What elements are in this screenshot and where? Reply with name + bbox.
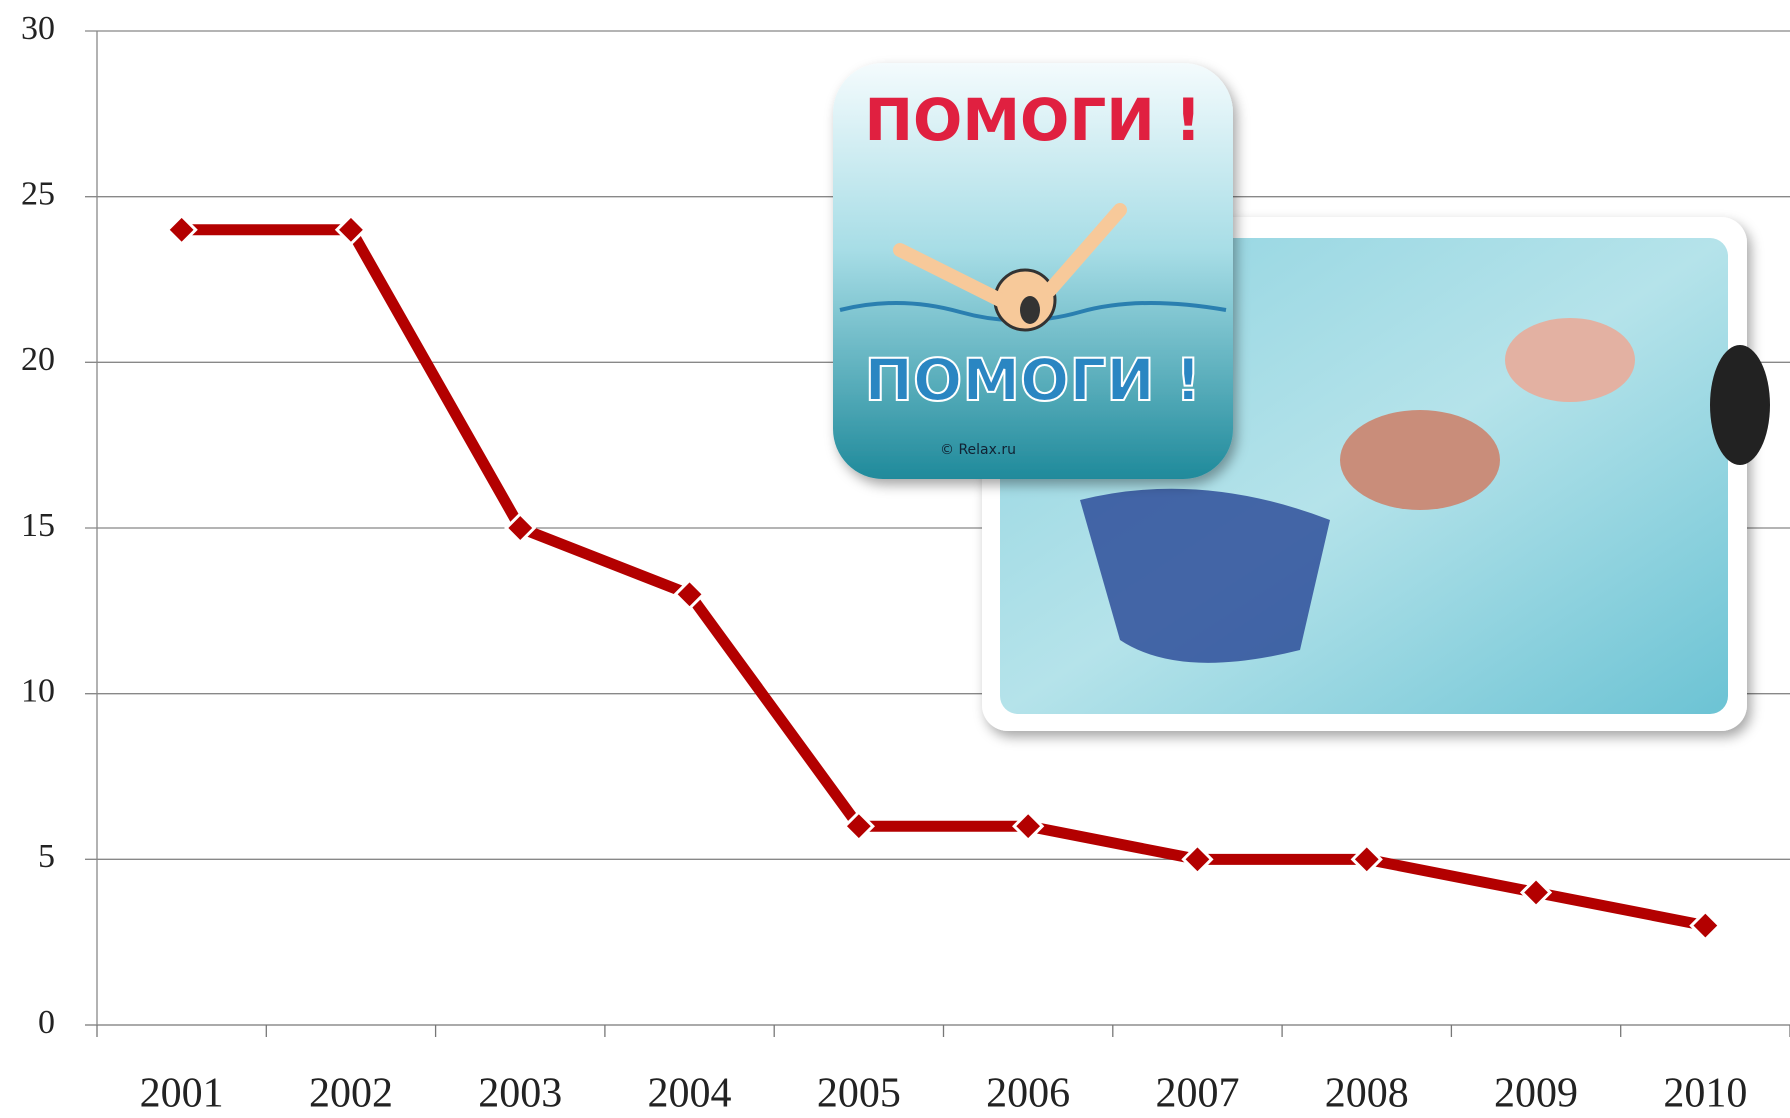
cartoon-mouth (1020, 296, 1040, 324)
cartoon-caption: ПОМОГИ ! (864, 346, 1201, 414)
marker (1350, 843, 1383, 876)
x-tick-label: 2003 (478, 1071, 562, 1117)
y-tick-label: 25 (21, 175, 55, 212)
marker (1181, 843, 1214, 876)
x-tick-label: 2008 (1325, 1071, 1409, 1117)
x-tick-label: 2009 (1494, 1071, 1578, 1117)
cartoon-arms (893, 203, 1127, 307)
cartoon: ПОМОГИ ! ПОМОГИ ! © Relax.ru (833, 63, 1233, 479)
photo-figure (1080, 488, 1330, 663)
photo-figure (1340, 410, 1500, 510)
cartoon-caption: ПОМОГИ ! (864, 86, 1201, 154)
marker (1012, 810, 1045, 843)
photo-figure (1505, 318, 1635, 402)
cartoon-credit: © Relax.ru (940, 442, 1016, 458)
line (181, 224, 1707, 931)
marker (673, 578, 706, 611)
y-tick-label: 30 (21, 10, 55, 47)
x-tick-label: 2001 (140, 1071, 224, 1117)
x-tick-label: 2004 (648, 1071, 732, 1117)
marker (334, 213, 368, 246)
y-tick-label: 0 (38, 1004, 55, 1041)
marker (165, 213, 198, 246)
y-tick-label: 15 (21, 507, 55, 544)
marker (1689, 909, 1722, 942)
y-tick-label: 20 (21, 341, 55, 378)
y-tick-label: 10 (21, 672, 55, 709)
x-tick-label: 2006 (986, 1071, 1070, 1117)
marker (1519, 876, 1553, 909)
x-tick-label: 2010 (1663, 1071, 1747, 1117)
x-tick-label: 2007 (1155, 1071, 1239, 1117)
x-tick-label: 2005 (817, 1071, 901, 1117)
marker (842, 810, 875, 843)
x-tick-label: 2002 (309, 1071, 393, 1117)
marker (504, 511, 537, 545)
photo-figure (1710, 345, 1770, 465)
y-tick-label: 5 (38, 838, 55, 875)
